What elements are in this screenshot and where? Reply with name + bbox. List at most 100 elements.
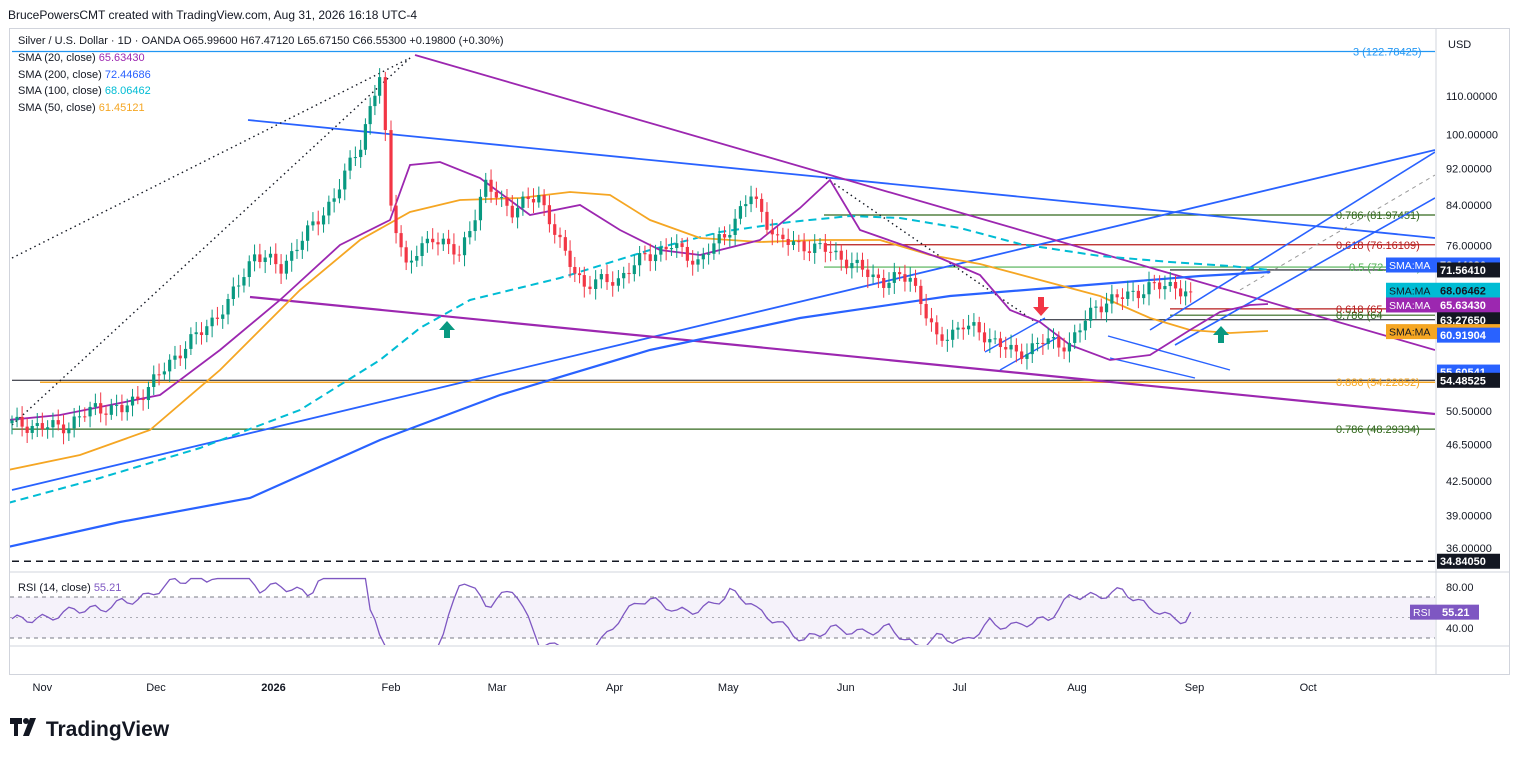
candle-body: [1168, 281, 1172, 287]
candle: [1020, 343, 1024, 365]
candle-body: [882, 277, 886, 288]
candle: [728, 224, 732, 247]
dotted-projection-rise: [11, 57, 411, 426]
candle: [146, 381, 151, 409]
price-tag[interactable]: SMA:MA 65.63430: [1386, 297, 1500, 313]
candle: [797, 234, 801, 252]
candle-body: [399, 233, 403, 248]
candle: [531, 188, 536, 214]
candle-body: [20, 416, 24, 427]
candle: [189, 327, 193, 356]
legend-sma200[interactable]: SMA (200, close) 72.44686: [18, 67, 504, 84]
candle-body: [887, 282, 891, 288]
candle-body: [120, 404, 124, 413]
candle-body: [754, 196, 758, 199]
month-label: Dec: [146, 682, 166, 694]
candle: [247, 255, 251, 287]
channel-a-top: [984, 317, 1046, 353]
candle: [274, 243, 278, 274]
price-tag[interactable]: 34.84050: [1437, 553, 1500, 569]
candle-body: [162, 371, 166, 375]
sma100-label: SMA (100, close): [18, 85, 102, 98]
candle: [892, 262, 896, 294]
candle-body: [93, 403, 97, 407]
price-tag[interactable]: 60.91904: [1437, 327, 1500, 343]
price-tag[interactable]: 54.48525: [1437, 372, 1500, 388]
candle: [526, 187, 530, 208]
candle-body: [115, 404, 119, 406]
candle-body: [531, 198, 536, 203]
candle-body: [1046, 338, 1050, 344]
candle-body: [378, 77, 382, 96]
candle-body: [373, 95, 377, 107]
candle-body: [786, 238, 790, 246]
candle-body: [252, 254, 257, 262]
candle: [675, 234, 679, 258]
channel-a-bottom: [999, 335, 1061, 371]
price-tick-label: 36.00000: [1446, 543, 1492, 555]
candle: [332, 188, 336, 213]
candle: [961, 318, 965, 340]
legend-symbol-row: Silver / U.S. Dollar · 1D · OANDA O65.99…: [18, 33, 504, 50]
candle-body: [1067, 342, 1072, 352]
candle: [940, 326, 944, 347]
price-tag[interactable]: 71.56410: [1437, 262, 1500, 278]
header-bar: BrucePowersCMT created with TradingView.…: [0, 0, 1519, 28]
candle-body: [903, 274, 907, 282]
candle-body: [850, 263, 854, 269]
candle-body: [908, 277, 912, 282]
candle-body: [168, 359, 172, 372]
candle: [77, 405, 82, 428]
candle: [834, 242, 838, 260]
candle: [754, 187, 758, 208]
candle: [982, 322, 987, 352]
candle-body: [797, 241, 801, 243]
candle: [441, 233, 445, 252]
candle-body: [489, 179, 493, 192]
candle: [415, 245, 419, 267]
candle: [1073, 324, 1077, 350]
candle: [359, 139, 363, 168]
candle-body: [547, 205, 552, 225]
price-tag[interactable]: 63.27650: [1437, 312, 1500, 328]
candle-body: [35, 423, 39, 426]
candle: [210, 309, 214, 338]
legend-sma100[interactable]: SMA (100, close) 68.06462: [18, 83, 504, 100]
candle: [1120, 288, 1125, 311]
candle: [951, 319, 955, 348]
candle: [462, 231, 467, 267]
candle-body: [892, 272, 896, 283]
candle: [420, 236, 424, 267]
price-tag[interactable]: SMA:MA 68.06462: [1386, 282, 1500, 298]
candle: [1189, 282, 1193, 303]
symbol-label[interactable]: Silver / U.S. Dollar · 1D · OANDA: [18, 35, 180, 47]
candle: [1184, 280, 1188, 306]
legend-sma50[interactable]: SMA (50, close) 61.45121: [18, 100, 504, 117]
candle: [348, 150, 352, 180]
candle: [733, 209, 737, 246]
candle: [1158, 275, 1162, 299]
candle: [988, 328, 992, 354]
price-tag-name: SMA:MA: [1389, 300, 1430, 312]
candle-body: [1142, 294, 1146, 299]
candle-body: [945, 339, 949, 341]
candle-body: [1025, 354, 1029, 359]
candle: [1152, 274, 1156, 290]
candle: [680, 237, 684, 257]
rsi-legend[interactable]: RSI (14, close) 55.21: [18, 582, 121, 594]
candle: [1083, 310, 1087, 340]
price-tick-label: 110.00000: [1446, 91, 1497, 103]
candle-body: [247, 261, 251, 278]
up-arrow-feb-icon: [439, 321, 455, 338]
legend-sma20[interactable]: SMA (20, close) 65.63430: [18, 50, 504, 67]
month-label: 2026: [261, 682, 285, 694]
candle-body: [1041, 342, 1045, 344]
candle: [183, 341, 188, 370]
candle: [290, 242, 294, 272]
channel-b-top: [1107, 335, 1231, 371]
candle: [205, 319, 209, 343]
candle-body: [866, 269, 870, 278]
candle-body: [834, 250, 838, 253]
candle: [1062, 337, 1066, 360]
